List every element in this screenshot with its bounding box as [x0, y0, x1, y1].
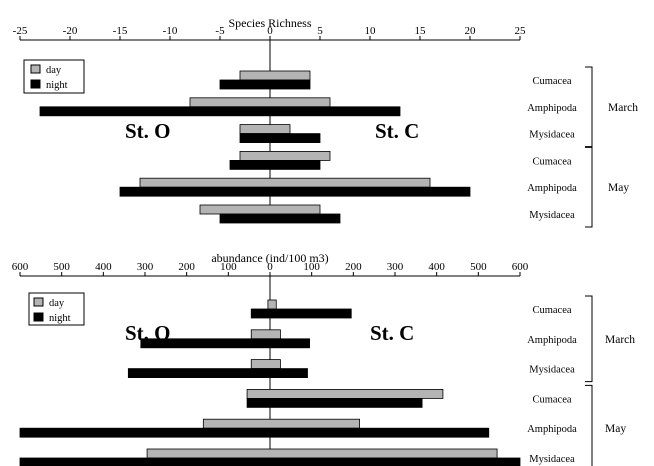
- x-tick-label: -10: [163, 25, 178, 37]
- x-tick-label: 400: [428, 261, 445, 273]
- category-labels-abundance: Cumacea Amphipoda Mysidacea Cumacea Amphipod…: [527, 305, 577, 465]
- bar-day: [202, 418, 360, 429]
- category-label: Amphipoda: [527, 183, 577, 194]
- category-labels-richness: Cumacea Amphipoda Mysidacea Cumacea Amphipod…: [527, 76, 577, 221]
- group-brackets-richness: March May: [585, 66, 638, 228]
- bar-night: [127, 368, 308, 379]
- category-label: Mysidacea: [529, 454, 575, 465]
- bar-day: [250, 359, 281, 370]
- bar-night: [239, 133, 321, 144]
- legend-swatch-night: [33, 312, 44, 322]
- group-bracket: [585, 66, 593, 148]
- legend-swatch-day: [30, 64, 41, 74]
- bars-richness: [39, 70, 471, 224]
- category-label: Amphipoda: [527, 335, 577, 346]
- category-label: Cumacea: [532, 394, 571, 405]
- bar-day: [146, 448, 498, 459]
- x-tick-label: -20: [63, 25, 78, 37]
- group-label: May: [605, 423, 626, 435]
- legend-label-day: day: [46, 65, 62, 76]
- category-label: Amphipoda: [527, 103, 577, 114]
- bar-night: [246, 397, 423, 408]
- station-label-left: St. O: [125, 119, 171, 143]
- station-label-right: St. C: [370, 321, 414, 345]
- legend-label-night: night: [46, 80, 68, 91]
- x-tick-label: 300: [137, 261, 154, 273]
- x-tick-label: 500: [470, 261, 487, 273]
- group-label: March: [608, 102, 638, 114]
- legend-swatch-day: [33, 297, 44, 307]
- group-bracket: [585, 146, 593, 228]
- group-brackets-abundance: March May: [585, 295, 635, 466]
- bar-day: [139, 177, 431, 188]
- bar-day: [250, 329, 281, 340]
- station-label-right: St. C: [375, 119, 419, 143]
- x-axis-title-richness: Species Richness: [229, 16, 312, 30]
- x-tick-label: 500: [53, 261, 70, 273]
- x-tick-label: 100: [303, 261, 320, 273]
- x-tick-label: -5: [215, 25, 225, 37]
- legend-label-night: night: [49, 313, 71, 324]
- x-tick-label: 600: [512, 261, 529, 273]
- category-label: Cumacea: [532, 156, 571, 167]
- species-richness-panel: Species Richness -25 -20 -15 -10 -5 0 5 10 15 20 2…: [13, 16, 638, 228]
- bar-night: [39, 106, 401, 117]
- legend-swatch-night: [30, 79, 41, 89]
- x-axis-title-abundance: abundance (ind/100 m3): [211, 251, 328, 265]
- x-tick-label: -15: [113, 25, 128, 37]
- x-tick-label: 300: [387, 261, 404, 273]
- bar-day: [199, 204, 321, 215]
- group-bracket: [585, 295, 593, 383]
- category-label: Mysidacea: [529, 210, 575, 221]
- x-tick-label: 200: [345, 261, 362, 273]
- bar-night: [19, 427, 490, 438]
- x-tick-label: 10: [365, 25, 377, 37]
- bar-day: [239, 150, 331, 161]
- x-tick-label: 25: [515, 25, 527, 37]
- x-tick-label: 400: [95, 261, 112, 273]
- x-tick-label: -25: [13, 25, 28, 37]
- group-bracket: [585, 384, 593, 466]
- bar-day: [267, 299, 277, 310]
- bar-night: [229, 159, 321, 170]
- bar-night: [219, 213, 341, 224]
- category-label: Amphipoda: [527, 424, 577, 435]
- bars-abundance: [19, 299, 521, 466]
- category-label: Cumacea: [532, 305, 571, 316]
- bar-night: [219, 79, 311, 90]
- group-label: March: [605, 334, 635, 346]
- x-tick-label: 100: [220, 261, 237, 273]
- bar-day: [239, 124, 291, 134]
- legend-richness: day night: [23, 59, 85, 94]
- x-tick-label: 15: [415, 25, 427, 37]
- group-label: May: [608, 182, 629, 194]
- category-label: Mysidacea: [529, 130, 575, 141]
- x-tick-label: 5: [317, 25, 323, 37]
- x-tick-label: 600: [12, 261, 29, 273]
- bar-night: [119, 186, 471, 197]
- bar-night: [140, 338, 310, 349]
- category-label: Cumacea: [532, 76, 571, 87]
- legend-label-day: day: [49, 298, 65, 309]
- bar-day: [189, 97, 331, 108]
- category-label: Mysidacea: [529, 365, 575, 376]
- bar-night: [19, 457, 521, 466]
- abundance-panel: abundance (ind/100 m3) 600 500 400 300 200 10…: [12, 251, 635, 466]
- bar-night: [250, 308, 352, 319]
- x-tick-label: 20: [465, 25, 477, 37]
- station-label-left: St. O: [125, 321, 171, 345]
- x-tick-label: 0: [267, 25, 273, 37]
- bar-day: [246, 388, 444, 399]
- x-tick-label: 0: [267, 261, 273, 273]
- x-tick-label: 200: [178, 261, 195, 273]
- legend-abundance: day night: [28, 292, 85, 326]
- bar-day: [239, 70, 311, 81]
